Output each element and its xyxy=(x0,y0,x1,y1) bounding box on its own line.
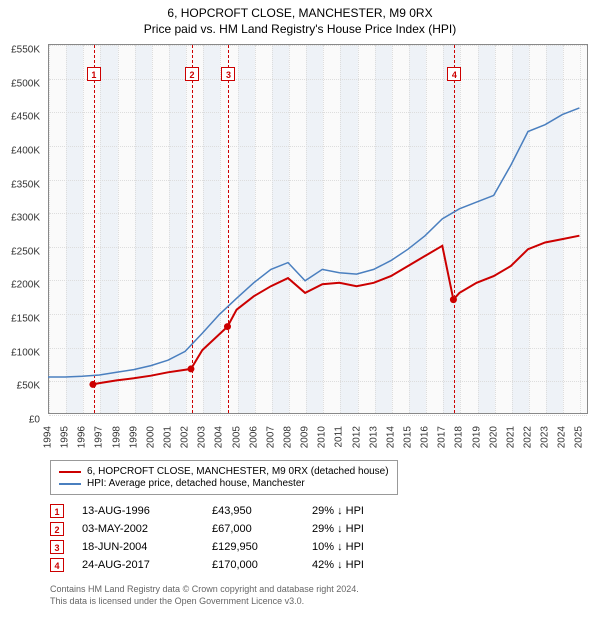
transaction-row: 2 03-MAY-2002£67,00029% ↓ HPI xyxy=(50,520,412,538)
transaction-price: £170,000 xyxy=(212,559,312,571)
x-tick-label: 2014 xyxy=(385,426,396,448)
x-tick-label: 1996 xyxy=(77,426,88,448)
chart-area: 1234 xyxy=(48,44,588,414)
titles: 6, HOPCROFT CLOSE, MANCHESTER, M9 0RX Pr… xyxy=(0,0,600,36)
transaction-index: 4 xyxy=(50,558,64,572)
x-tick-label: 2013 xyxy=(368,426,379,448)
x-tick-label: 2022 xyxy=(523,426,534,448)
transaction-date: 03-MAY-2002 xyxy=(82,523,212,535)
footer-line: Contains HM Land Registry data © Crown c… xyxy=(50,584,590,596)
transaction-diff: 29% ↓ HPI xyxy=(312,505,412,517)
x-tick-label: 2016 xyxy=(420,426,431,448)
x-tick-label: 1995 xyxy=(60,426,71,448)
x-tick-label: 2007 xyxy=(265,426,276,448)
footer: Contains HM Land Registry data © Crown c… xyxy=(50,584,590,607)
x-tick-label: 2000 xyxy=(145,426,156,448)
y-tick-label: £450K xyxy=(11,112,40,123)
y-tick-label: £0 xyxy=(29,415,40,426)
legend-swatch-property xyxy=(59,471,81,473)
page: 6, HOPCROFT CLOSE, MANCHESTER, M9 0RX Pr… xyxy=(0,0,600,620)
y-tick-label: £250K xyxy=(11,246,40,257)
x-tick-label: 2009 xyxy=(300,426,311,448)
x-tick-label: 2005 xyxy=(231,426,242,448)
x-tick-label: 2017 xyxy=(437,426,448,448)
x-tick-label: 1997 xyxy=(94,426,105,448)
y-tick-label: £50K xyxy=(17,381,40,392)
transaction-diff: 42% ↓ HPI xyxy=(312,559,412,571)
x-tick-label: 2024 xyxy=(557,426,568,448)
series-property xyxy=(93,236,580,385)
x-tick-label: 2012 xyxy=(351,426,362,448)
transaction-index: 2 xyxy=(50,522,64,536)
transaction-index: 1 xyxy=(50,504,64,518)
transaction-row: 4 24-AUG-2017£170,00042% ↓ HPI xyxy=(50,556,412,574)
y-tick-label: £400K xyxy=(11,145,40,156)
y-tick-label: £350K xyxy=(11,179,40,190)
transaction-dot xyxy=(89,381,96,388)
y-axis-labels: £0£50K£100K£150K£200K£250K£300K£350K£400… xyxy=(0,50,44,420)
y-tick-label: £200K xyxy=(11,280,40,291)
y-tick-label: £550K xyxy=(11,45,40,56)
x-tick-label: 2006 xyxy=(248,426,259,448)
transaction-diff: 10% ↓ HPI xyxy=(312,541,412,553)
x-tick-label: 2003 xyxy=(197,426,208,448)
x-tick-label: 2001 xyxy=(163,426,174,448)
y-tick-label: £100K xyxy=(11,347,40,358)
title-subtitle: Price paid vs. HM Land Registry's House … xyxy=(0,22,600,36)
transaction-dot xyxy=(187,365,194,372)
transaction-date: 13-AUG-1996 xyxy=(82,505,212,517)
chart-lines xyxy=(48,44,588,414)
transaction-date: 18-JUN-2004 xyxy=(82,541,212,553)
series-hpi xyxy=(48,108,579,377)
title-address: 6, HOPCROFT CLOSE, MANCHESTER, M9 0RX xyxy=(0,6,600,20)
transaction-row: 3 18-JUN-2004£129,95010% ↓ HPI xyxy=(50,538,412,556)
legend-label: 6, HOPCROFT CLOSE, MANCHESTER, M9 0RX (d… xyxy=(87,466,389,477)
x-tick-label: 2010 xyxy=(317,426,328,448)
x-tick-label: 2004 xyxy=(214,426,225,448)
transaction-index: 3 xyxy=(50,540,64,554)
x-tick-label: 2020 xyxy=(488,426,499,448)
legend: 6, HOPCROFT CLOSE, MANCHESTER, M9 0RX (d… xyxy=(50,460,398,495)
transaction-dot xyxy=(224,323,231,330)
x-tick-label: 2025 xyxy=(574,426,585,448)
y-tick-label: £300K xyxy=(11,213,40,224)
transaction-date: 24-AUG-2017 xyxy=(82,559,212,571)
x-tick-label: 2008 xyxy=(283,426,294,448)
x-tick-label: 2019 xyxy=(471,426,482,448)
transaction-price: £67,000 xyxy=(212,523,312,535)
transaction-row: 1 13-AUG-1996£43,95029% ↓ HPI xyxy=(50,502,412,520)
y-tick-label: £150K xyxy=(11,314,40,325)
legend-row: HPI: Average price, detached house, Manc… xyxy=(59,478,389,489)
x-tick-label: 1998 xyxy=(111,426,122,448)
transaction-diff: 29% ↓ HPI xyxy=(312,523,412,535)
gridline-h xyxy=(49,415,587,416)
x-tick-label: 2023 xyxy=(540,426,551,448)
x-tick-label: 2018 xyxy=(454,426,465,448)
legend-label: HPI: Average price, detached house, Manc… xyxy=(87,478,305,489)
x-axis-labels: 1994199519961997199819992000200120022003… xyxy=(48,424,588,464)
y-tick-label: £500K xyxy=(11,78,40,89)
x-tick-label: 1999 xyxy=(128,426,139,448)
x-tick-label: 1994 xyxy=(43,426,54,448)
x-tick-label: 2021 xyxy=(505,426,516,448)
transaction-price: £43,950 xyxy=(212,505,312,517)
transaction-price: £129,950 xyxy=(212,541,312,553)
footer-line: This data is licensed under the Open Gov… xyxy=(50,596,590,608)
transactions-table: 1 13-AUG-1996£43,95029% ↓ HPI 2 03-MAY-2002… xyxy=(50,502,412,574)
legend-swatch-hpi xyxy=(59,483,81,485)
legend-row: 6, HOPCROFT CLOSE, MANCHESTER, M9 0RX (d… xyxy=(59,466,389,477)
x-tick-label: 2002 xyxy=(180,426,191,448)
x-tick-label: 2011 xyxy=(334,426,345,448)
x-tick-label: 2015 xyxy=(403,426,414,448)
transaction-dot xyxy=(450,296,457,303)
